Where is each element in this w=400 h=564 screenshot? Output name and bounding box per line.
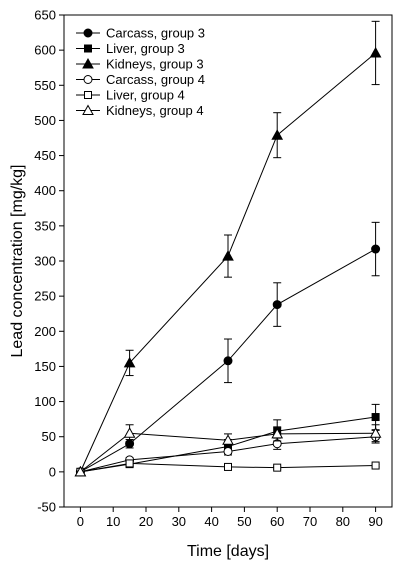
legend-marker [84, 44, 92, 53]
x-tick-label: 20 [139, 514, 153, 529]
data-point [74, 465, 87, 477]
legend-marker [83, 75, 93, 84]
data-point [222, 250, 234, 261]
y-tick-label: 600 [34, 43, 56, 58]
x-axis-title: Time [days] [187, 543, 269, 560]
x-tick-label: 90 [368, 514, 382, 529]
data-point [224, 462, 232, 471]
data-point [271, 427, 284, 439]
legend-label: Carcass, group 3 [106, 26, 205, 41]
x-tick-label: 10 [106, 514, 120, 529]
y-tick-label: 0 [49, 464, 56, 479]
legend-label: Carcass, group 4 [106, 72, 205, 87]
data-point [123, 427, 136, 438]
x-tick-label: 50 [237, 514, 251, 529]
x-tick-label: 0 [77, 514, 84, 529]
legend-label: Kidneys, group 4 [106, 103, 204, 118]
x-tick-label: 80 [336, 514, 350, 529]
y-tick-label: 100 [34, 394, 56, 409]
data-point [371, 413, 380, 422]
axis-ticks: 0 10 20 30 40 50 60 70 80 90 -50 0 50 100 150 200 250 300… [34, 8, 383, 530]
y-tick-label: 450 [34, 148, 56, 163]
data-point [371, 461, 380, 470]
y-tick-label: 250 [34, 289, 56, 304]
series-layer [74, 20, 382, 477]
y-tick-label: 500 [34, 113, 56, 128]
data-point [272, 300, 282, 310]
data-point [123, 356, 136, 368]
y-tick-label: 650 [34, 8, 56, 23]
legend-label: Kidneys, group 3 [106, 57, 204, 72]
legend-label: Liver, group 4 [106, 88, 185, 103]
legend-marker [82, 104, 94, 115]
series-6 [74, 424, 382, 477]
x-tick-label: 70 [303, 514, 317, 529]
legend-item: Kidneys, group 3 [76, 57, 204, 72]
data-point [371, 244, 381, 254]
data-point [223, 446, 233, 456]
legend-item: Kidneys, group 4 [76, 103, 204, 118]
data-point [222, 434, 234, 445]
data-point [369, 427, 382, 438]
legend-marker [82, 57, 94, 69]
legend-item: Liver, group 4 [76, 88, 185, 103]
legend-label: Liver, group 3 [106, 41, 185, 56]
data-point [125, 459, 134, 468]
data-point [271, 129, 284, 140]
y-tick-label: 150 [34, 359, 56, 374]
y-tick-label: 350 [34, 218, 56, 233]
y-tick-label: 200 [34, 324, 56, 339]
y-tick-label: 50 [42, 429, 56, 444]
y-tick-label: 550 [34, 78, 56, 93]
x-tick-label: 40 [204, 514, 218, 529]
y-tick-label: 400 [34, 183, 56, 198]
y-tick-label: -50 [37, 500, 56, 515]
x-tick-label: 30 [172, 514, 186, 529]
legend-item: Liver, group 3 [76, 41, 185, 56]
y-tick-label: 300 [34, 254, 56, 269]
data-point [273, 463, 282, 472]
legend-marker [83, 28, 93, 38]
legend-item: Carcass, group 4 [76, 72, 205, 87]
y-axis-title: Lead concentration [mg/kg] [9, 164, 26, 357]
legend-marker [84, 91, 92, 99]
x-tick-label: 60 [270, 514, 284, 529]
legend-item: Carcass, group 3 [76, 26, 205, 41]
data-point [223, 356, 233, 366]
data-point [369, 46, 382, 58]
series-5 [76, 459, 380, 476]
